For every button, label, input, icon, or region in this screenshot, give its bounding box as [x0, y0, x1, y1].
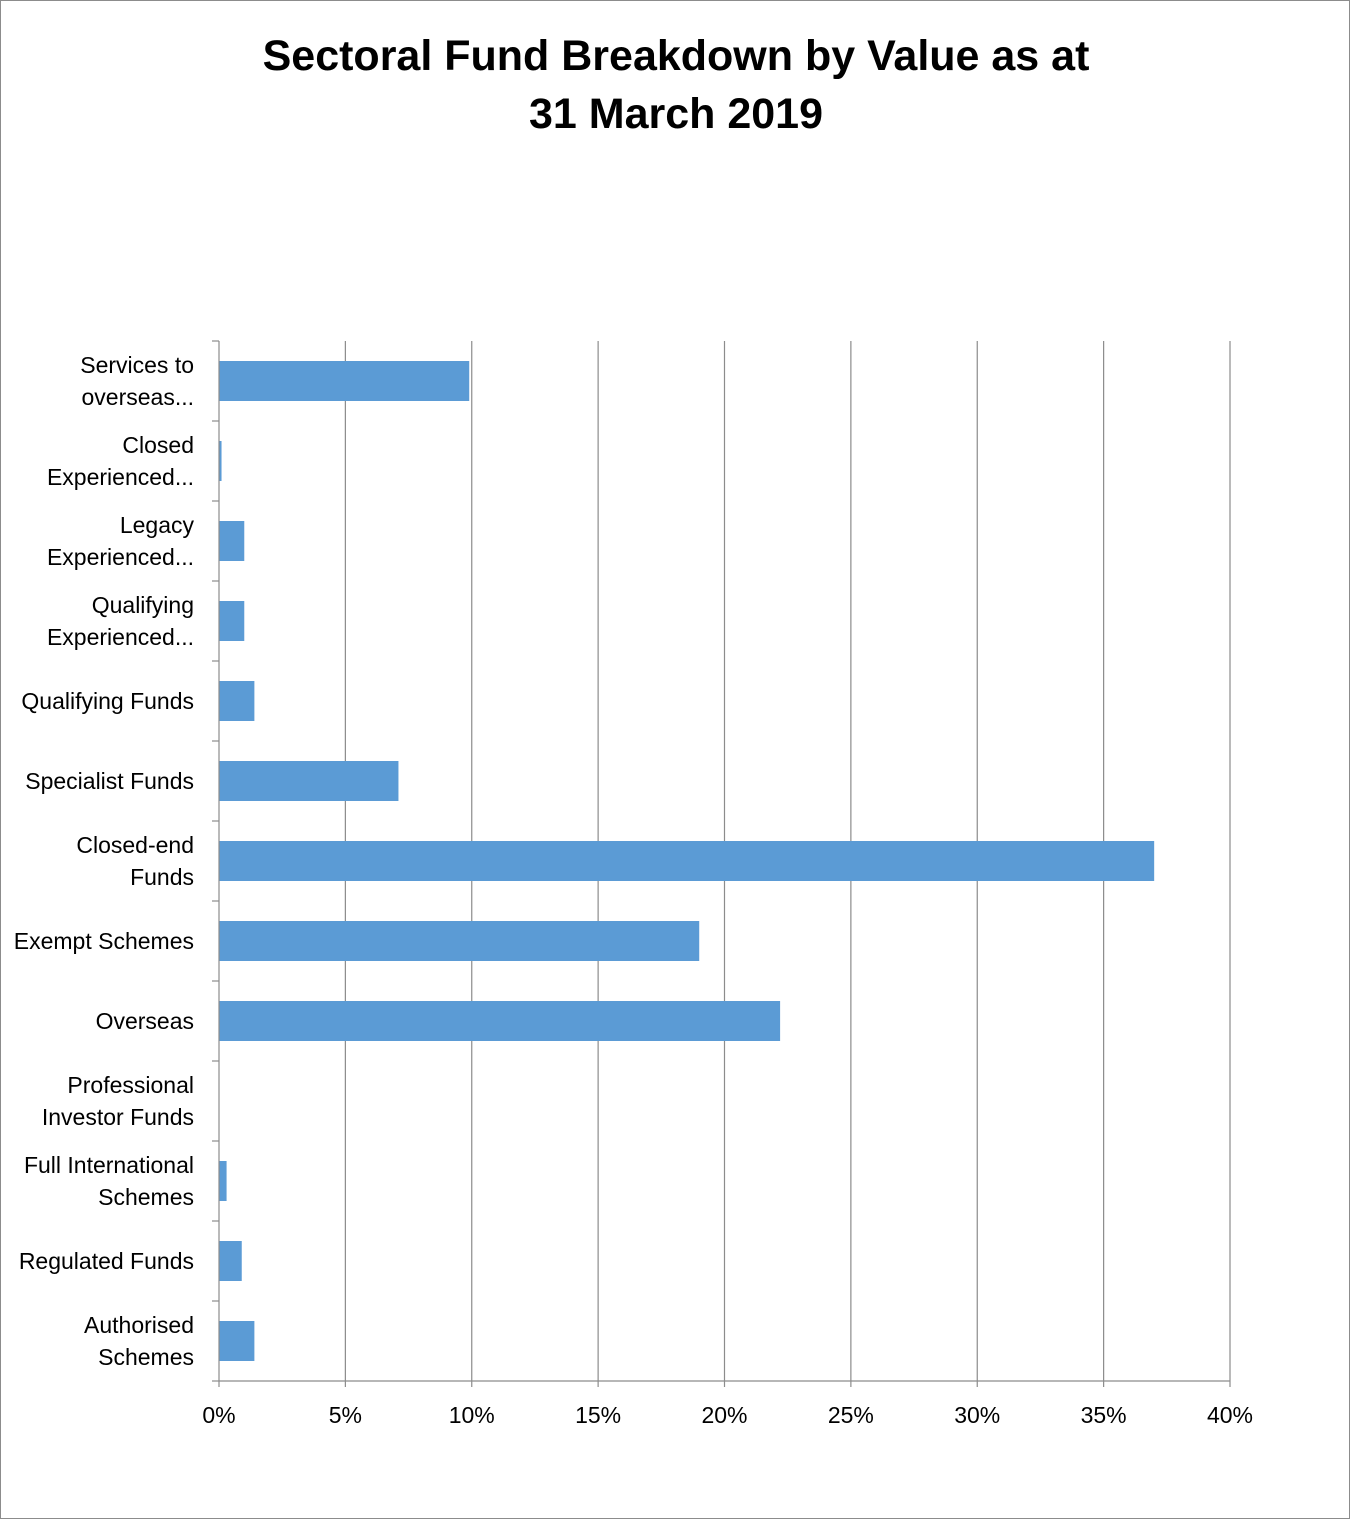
y-category-label-line: overseas... — [82, 384, 195, 410]
y-category-label: Exempt Schemes — [14, 928, 194, 954]
y-category-label-line: Schemes — [98, 1184, 194, 1210]
y-category-label-line: Qualifying — [92, 592, 194, 618]
axis-labels: 0% 5% 10% 15% 20% 25% 30% 35% 40% Services to over… — [14, 352, 1253, 1428]
chart-title-line-2: 31 March 2019 — [528, 90, 824, 138]
bar — [219, 1241, 242, 1281]
y-category-label-line: Funds — [130, 864, 194, 890]
y-category-label-line: Specialist Funds — [25, 768, 194, 794]
x-tick-label: 25% — [828, 1402, 874, 1428]
x-tick-label: 15% — [575, 1402, 621, 1428]
y-category-label-line: Services to — [80, 352, 194, 378]
bar — [219, 601, 245, 641]
y-category-label-line: Investor Funds — [42, 1104, 194, 1130]
y-category-label: Authorised Schemes — [84, 1312, 194, 1370]
y-category-label-line: Closed-end — [76, 832, 194, 858]
y-category-label: Closed-end Funds — [76, 832, 194, 890]
y-category-label: Professional Investor Funds — [42, 1072, 194, 1130]
y-category-label: Legacy Experienced... — [47, 512, 195, 570]
bar — [219, 1161, 227, 1201]
y-category-label: Regulated Funds — [19, 1248, 194, 1274]
bar — [219, 1321, 255, 1361]
x-tick-label: 20% — [701, 1402, 747, 1428]
y-category-label-line: Experienced... — [47, 624, 194, 650]
y-category-label-line: Overseas — [96, 1008, 194, 1034]
x-tick-label: 35% — [1081, 1402, 1127, 1428]
bar — [219, 921, 700, 961]
x-tick-label: 30% — [954, 1402, 1000, 1428]
y-category-label-line: Legacy — [120, 512, 195, 538]
y-category-label: Services to overseas... — [80, 352, 194, 410]
y-category-label-line: Authorised — [84, 1312, 194, 1338]
y-category-label: Qualifying Funds — [21, 688, 194, 714]
y-category-label-line: Professional — [67, 1072, 194, 1098]
y-category-label-line: Full International — [24, 1152, 194, 1178]
axes — [212, 340, 1231, 1387]
y-category-label: Qualifying Experienced... — [47, 592, 194, 650]
bar — [219, 761, 399, 801]
y-category-label-line: Regulated Funds — [19, 1248, 194, 1274]
bar — [219, 681, 255, 721]
y-category-label-line: Schemes — [98, 1344, 194, 1370]
bar — [219, 841, 1155, 881]
y-category-label-line: Experienced... — [47, 464, 194, 490]
y-category-label-line: Qualifying Funds — [21, 688, 194, 714]
y-category-label-line: Experienced... — [47, 544, 194, 570]
bar — [219, 521, 245, 561]
y-category-label-line: Exempt Schemes — [14, 928, 194, 954]
y-category-label: Overseas — [96, 1008, 194, 1034]
y-category-label: Specialist Funds — [25, 768, 194, 794]
chart-title-line-1: Sectoral Fund Breakdown by Value as at — [262, 32, 1090, 80]
bar — [219, 361, 470, 401]
y-category-label: Full International Schemes — [24, 1152, 194, 1210]
bar — [219, 1001, 781, 1041]
chart-title: Sectoral Fund Breakdown by Value as at 3… — [1, 27, 1350, 143]
x-tick-label: 40% — [1207, 1402, 1253, 1428]
y-category-label: Closed Experienced... — [47, 432, 194, 490]
bars — [219, 361, 1155, 1361]
bar — [219, 441, 222, 481]
x-tick-label: 10% — [449, 1402, 495, 1428]
x-tick-label: 5% — [329, 1402, 362, 1428]
y-category-label-line: Closed — [122, 432, 194, 458]
x-tick-label: 0% — [202, 1402, 235, 1428]
